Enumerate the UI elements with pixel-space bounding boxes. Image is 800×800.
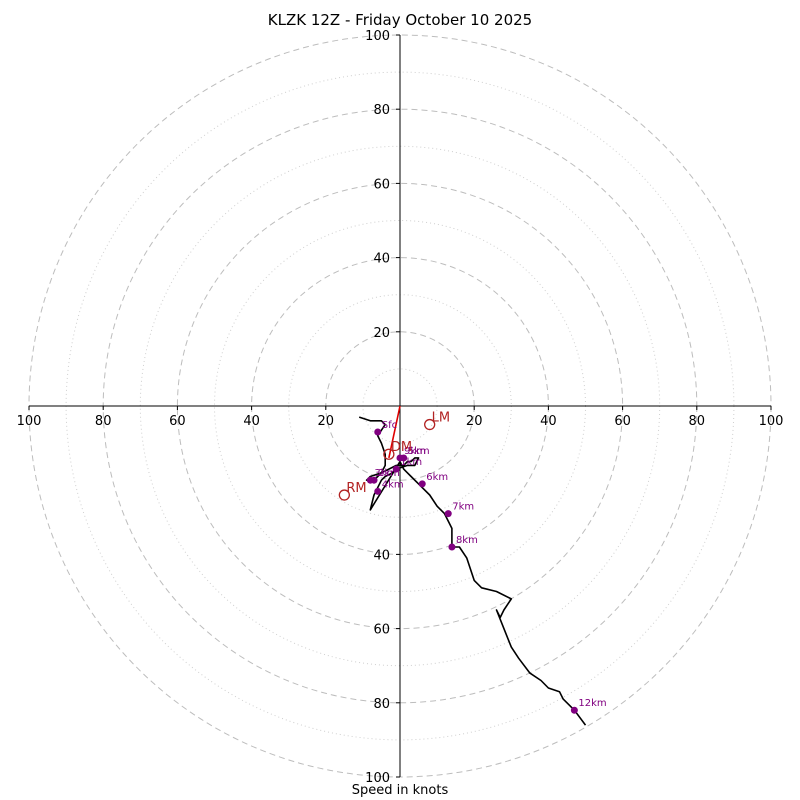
y-tick-label: 60 (373, 177, 390, 192)
height-marker-dot (392, 465, 400, 473)
y-tick-label: 100 (365, 29, 390, 44)
height-marker-dot (444, 510, 452, 518)
height-marker-dot (374, 487, 382, 495)
y-tick-label: 40 (373, 252, 390, 267)
x-tick-label: 60 (614, 414, 631, 429)
storm-motion-label: DM (391, 440, 412, 455)
x-tick-label: 40 (243, 414, 260, 429)
x-tick-label: 60 (169, 414, 186, 429)
storm-motion-marker (338, 489, 351, 501)
hodograph-trace (358, 416, 587, 726)
height-marker-label: 12km (578, 698, 606, 709)
height-marker-dot (396, 454, 404, 462)
x-axis-label: Speed in knots (351, 783, 449, 798)
y-tick-label: 80 (373, 103, 390, 118)
height-marker-label: 3km (374, 468, 396, 479)
x-tick-label: 100 (17, 414, 42, 429)
storm-motion-label: LM (432, 411, 450, 426)
x-tick-label: 80 (95, 414, 112, 429)
x-tick-label: 80 (689, 414, 706, 429)
height-marker-dot (448, 543, 456, 551)
height-marker-label: 9km (404, 446, 426, 457)
height-marker-dot (374, 428, 382, 436)
y-tick-label: 60 (373, 623, 390, 638)
storm-motion-label: RM (346, 481, 366, 496)
height-marker-label: 5km (408, 446, 430, 457)
x-tick-label: 40 (540, 414, 557, 429)
height-marker-label: 7km (452, 502, 474, 513)
height-marker-label: Sfc (382, 420, 397, 431)
height-marker-label: 6km (426, 472, 448, 483)
storm-motion-marker (424, 418, 436, 431)
y-tick-label: 20 (373, 326, 390, 341)
height-marker-label: 4km (382, 479, 404, 490)
x-tick-label: 20 (466, 414, 483, 429)
height-marker-dot (570, 706, 578, 714)
y-tick-label: 40 (373, 548, 390, 563)
height-marker-dot (366, 476, 374, 484)
chart-title: KLZK 12Z - Friday October 10 2025 (267, 11, 533, 29)
height-marker-label: 1km (400, 457, 422, 468)
x-tick-label: 100 (759, 414, 784, 429)
y-tick-label: 80 (373, 697, 390, 712)
storm-motion-marker (383, 448, 395, 460)
height-marker-dot (418, 480, 426, 488)
height-marker-label: 2km (378, 468, 400, 479)
height-marker-label: 8km (456, 535, 478, 546)
y-tick-label: 100 (365, 771, 390, 786)
x-tick-label: 20 (318, 414, 335, 429)
